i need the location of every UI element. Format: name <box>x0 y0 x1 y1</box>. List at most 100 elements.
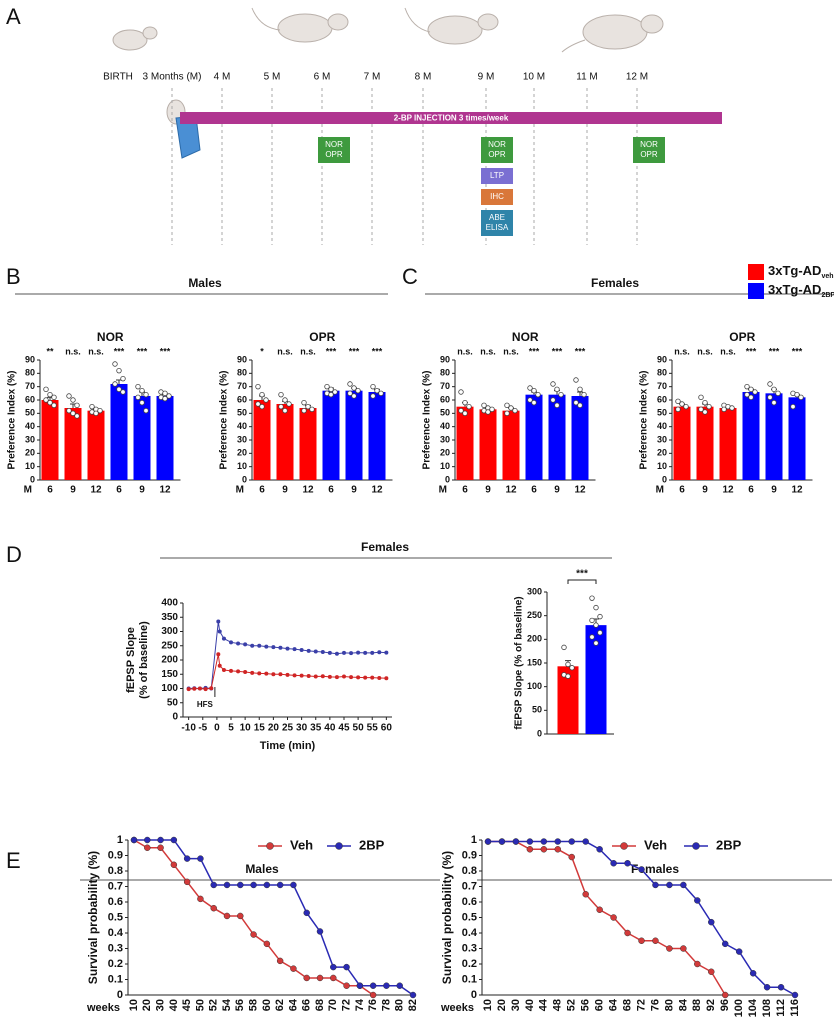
survival-point <box>170 861 178 869</box>
survival-point <box>596 906 603 913</box>
mouse-tail <box>404 7 431 33</box>
data-point <box>255 383 261 390</box>
survival-point <box>735 948 743 955</box>
significance-label: n.s. <box>277 346 293 356</box>
data-point <box>748 394 754 401</box>
comparison-bracket <box>567 579 597 584</box>
timeline-label: 11 M <box>576 72 598 83</box>
legend-marker <box>266 842 274 850</box>
y-tick-label: 0.6 <box>462 896 477 908</box>
data-point <box>162 390 168 397</box>
data-point <box>466 403 472 410</box>
mouse <box>477 13 499 31</box>
x-tick-label: 108 <box>761 999 773 1017</box>
y-tick-label: 0 <box>242 474 247 484</box>
data-point <box>332 389 338 395</box>
y-tick-label: 90 <box>237 354 247 364</box>
bar <box>673 406 691 480</box>
series-point <box>327 650 332 655</box>
procedure-label: NOR <box>640 140 658 149</box>
data-point <box>554 402 560 409</box>
x-prefix: weeks <box>86 1002 120 1014</box>
survival-point <box>694 897 701 904</box>
x-tick-label: 12 <box>159 485 171 496</box>
x-tick-label: 76 <box>649 999 661 1011</box>
y-tick-label: 350 <box>161 612 178 623</box>
data-point <box>370 383 376 390</box>
data-point <box>282 407 288 414</box>
x-tick-label: 88 <box>691 999 703 1011</box>
bar <box>64 408 82 480</box>
series-point <box>384 650 389 655</box>
data-point <box>347 390 353 397</box>
series-point <box>313 674 318 679</box>
survival-point <box>303 974 310 982</box>
procedure-label: NOR <box>325 140 343 149</box>
legend-swatch <box>748 283 764 299</box>
x-tick-label: 76 <box>367 999 379 1011</box>
survival-point <box>183 855 191 862</box>
procedure-label: LTP <box>490 171 504 180</box>
hfs-label: HFS <box>197 700 214 709</box>
data-point <box>508 405 514 411</box>
series-point <box>264 644 269 649</box>
y-axis-label: Survival probability (%) <box>440 851 454 984</box>
data-point <box>120 375 126 382</box>
data-point <box>675 398 681 405</box>
data-point <box>679 401 685 407</box>
series-point <box>370 650 375 655</box>
x-tick-label: 6 <box>259 485 265 496</box>
bar <box>557 666 579 734</box>
data-point <box>305 403 311 410</box>
series-point <box>192 686 197 691</box>
survival-point <box>694 960 701 968</box>
y-tick-label: 1 <box>117 834 123 846</box>
x-tick-label: 12 <box>505 485 517 496</box>
data-point <box>458 389 464 395</box>
y-tick-label: 60 <box>25 394 35 404</box>
x-prefix: M <box>236 485 244 496</box>
procedure-label: IHC <box>490 192 504 201</box>
x-tick-label: 6 <box>116 485 122 496</box>
series-point <box>285 672 290 677</box>
survival-point <box>638 866 645 873</box>
series-point <box>250 643 255 648</box>
y-tick-label: 50 <box>25 408 35 418</box>
survival-point <box>526 838 534 845</box>
x-tick-label: -10 <box>181 723 196 734</box>
x-axis-label: Time (min) <box>260 740 316 752</box>
data-point <box>767 381 773 387</box>
significance-label: n.s. <box>300 346 316 356</box>
x-tick-label: 5 <box>228 723 234 734</box>
series-point <box>216 619 221 624</box>
bar <box>502 410 520 480</box>
series-point <box>292 673 297 678</box>
survival-point <box>652 937 659 944</box>
significance-label: * <box>260 346 264 356</box>
mouse <box>582 14 648 50</box>
bar <box>719 408 737 480</box>
chart-title: OPR <box>729 330 755 344</box>
series-point <box>243 642 248 647</box>
data-point <box>565 661 571 668</box>
survival-point <box>708 968 715 975</box>
data-point <box>597 630 603 636</box>
y-tick-label: 90 <box>25 354 35 364</box>
data-point <box>51 402 57 409</box>
series-point <box>271 672 276 677</box>
survival-point <box>250 881 257 889</box>
legend-label: 3xTg-ADveh <box>768 263 834 279</box>
x-tick-label: 9 <box>485 485 491 496</box>
timeline-label: 6 M <box>314 72 331 83</box>
significance-label: *** <box>746 346 757 356</box>
x-tick-label: 80 <box>394 999 406 1011</box>
survival-point <box>680 945 687 952</box>
mouse-illustrations <box>112 7 664 159</box>
series-point <box>229 640 234 645</box>
series-point <box>216 652 221 657</box>
y-axis-label: Survival probability (%) <box>86 851 100 984</box>
series-point <box>349 651 354 656</box>
series-point <box>217 663 222 668</box>
y-axis-label: fEPSP Slope <box>125 627 137 693</box>
x-tick-label: 44 <box>538 998 550 1011</box>
